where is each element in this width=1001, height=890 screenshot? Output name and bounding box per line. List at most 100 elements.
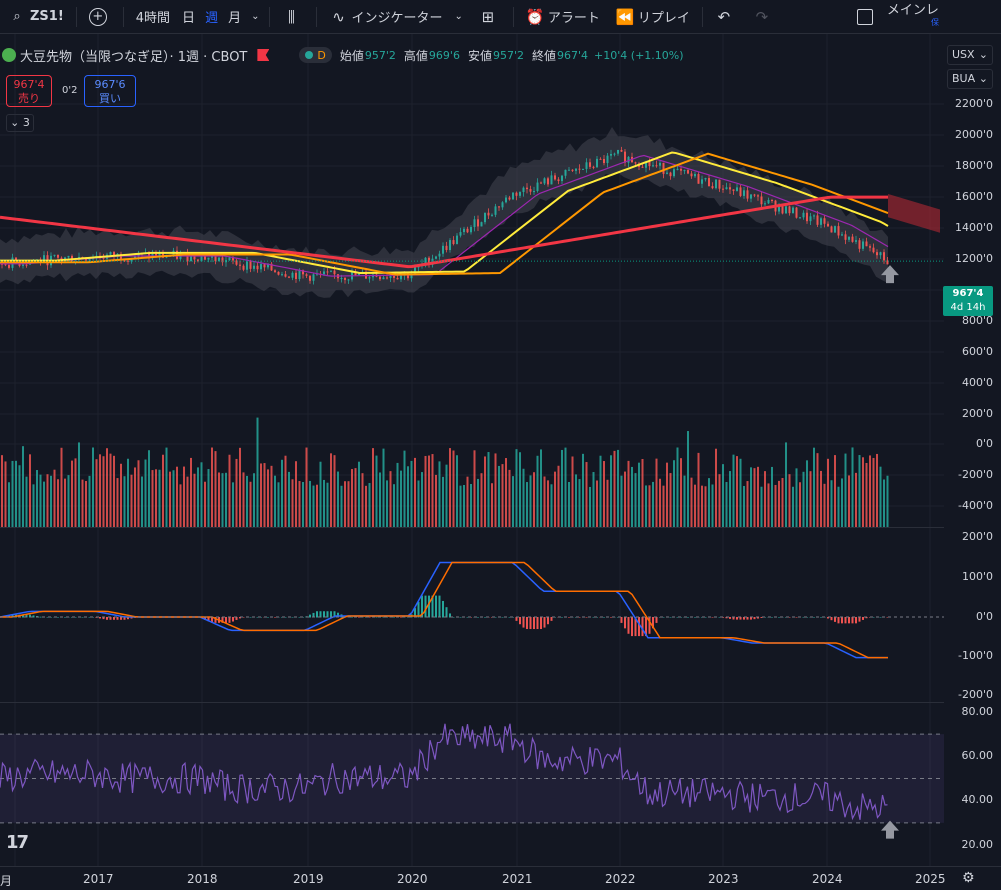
interval-week[interactable]: 週 xyxy=(205,11,219,26)
macd-histogram-bar xyxy=(25,614,28,618)
pane-divider-volume[interactable] xyxy=(0,527,944,528)
price-candle xyxy=(585,162,588,169)
chart-canvas[interactable] xyxy=(0,34,944,866)
volume-bar xyxy=(739,458,742,527)
price-candle xyxy=(809,216,812,222)
symbol-search[interactable]: ⌕ ZS1! xyxy=(0,0,72,34)
price-candle xyxy=(186,252,189,262)
compare-button[interactable]: + xyxy=(81,0,119,34)
volume-bar xyxy=(218,472,220,527)
market-status-pill[interactable]: D xyxy=(299,47,332,63)
price-candle xyxy=(820,218,822,225)
volume-bar xyxy=(879,466,882,527)
interval-4h[interactable]: 4時間 xyxy=(135,11,171,26)
gear-icon[interactable]: ⚙ xyxy=(962,870,975,886)
macd-histogram-bar xyxy=(298,617,301,618)
volume-bar xyxy=(844,453,847,527)
volume-bar xyxy=(578,479,581,527)
price-candle xyxy=(767,199,770,204)
price-candle xyxy=(393,275,395,278)
price-candle xyxy=(260,264,262,270)
price-candle xyxy=(683,170,686,172)
volume-bar xyxy=(302,482,304,527)
volume-bar xyxy=(743,485,745,527)
toolbar-divider xyxy=(512,6,514,27)
price-candle xyxy=(578,168,581,170)
flag-icon[interactable] xyxy=(257,49,270,61)
volume-bar xyxy=(50,475,52,527)
interval-dropdown[interactable]: ⌄ xyxy=(245,0,265,34)
tradingview-logo-icon[interactable]: 17 xyxy=(6,832,29,853)
indicator-collapse-button[interactable]: ⌄ 3 xyxy=(6,114,34,132)
interval-day[interactable]: 日 xyxy=(182,11,196,26)
volume-bar xyxy=(267,469,269,527)
price-candle xyxy=(218,257,220,262)
volume-bar xyxy=(690,477,693,527)
macd-histogram-bar xyxy=(484,617,486,618)
rsi-tick-label: 20.00 xyxy=(961,838,994,851)
currency-selector[interactable]: USX ⌄ xyxy=(947,45,993,65)
price-candle xyxy=(795,207,798,218)
volume-bar xyxy=(85,481,87,527)
volume-bar xyxy=(862,457,864,527)
interval-month[interactable]: 月 xyxy=(228,11,242,26)
templates-button[interactable]: ⊞ xyxy=(471,0,509,34)
macd-histogram-bar xyxy=(533,617,535,630)
alert-button[interactable]: ⏰ アラート xyxy=(518,0,608,34)
pane-divider-macd[interactable] xyxy=(0,702,944,703)
volume-bar xyxy=(631,466,633,527)
price-candle xyxy=(704,178,707,180)
undo-button[interactable]: ↶ xyxy=(707,0,745,34)
volume-bar xyxy=(281,459,283,527)
price-candle xyxy=(512,192,514,200)
volume-bar xyxy=(29,454,31,527)
macd-histogram-bar xyxy=(676,617,679,618)
price-candle xyxy=(624,151,626,163)
volume-bar xyxy=(526,482,528,527)
last-price: 967'4 xyxy=(952,288,984,299)
macd-histogram-bar xyxy=(501,617,504,618)
macd-histogram-bar xyxy=(522,617,525,628)
legend-title[interactable]: 大豆先物（当限つなぎ足）· 1週 · CBOT xyxy=(20,49,248,65)
indicators-button[interactable]: ∿ インジケーター ⌄ xyxy=(321,0,470,34)
price-candle xyxy=(57,254,59,258)
price-candle xyxy=(634,162,637,164)
macd-histogram-bar xyxy=(795,617,798,618)
volume-bar xyxy=(550,484,553,527)
volume-bar xyxy=(715,448,717,527)
price-candle xyxy=(837,226,840,236)
price-candle xyxy=(414,267,416,275)
volume-bar xyxy=(8,482,10,527)
volume-bar xyxy=(291,479,294,527)
volume-bar xyxy=(354,468,357,527)
buy-button[interactable]: 967'6 買い xyxy=(84,75,136,107)
volume-bar xyxy=(610,455,612,527)
chart-type-button[interactable]: ⫼ xyxy=(274,0,312,34)
macd-histogram-bar xyxy=(585,617,588,618)
volume-bar xyxy=(172,470,175,527)
volume-bar xyxy=(379,472,381,527)
layout-button[interactable]: メインレ 保 xyxy=(849,0,947,34)
volume-bar xyxy=(760,486,763,527)
unit-selector[interactable]: BUA ⌄ xyxy=(947,69,993,89)
price-candle xyxy=(165,256,168,258)
volume-bar xyxy=(589,486,591,527)
volume-bar xyxy=(788,474,791,527)
redo-button[interactable]: ↷ xyxy=(745,0,783,34)
time-axis[interactable]: 月 2017 2018 2019 2020 2021 2022 2023 2024 2025 xyxy=(0,866,1001,890)
macd-histogram-bar xyxy=(841,617,843,624)
sell-price: 967'4 xyxy=(13,78,45,91)
sell-button[interactable]: 967'4 売り xyxy=(6,75,52,107)
unit-label: BUA xyxy=(952,72,976,85)
price-candle xyxy=(323,271,325,275)
volume-bar xyxy=(435,474,437,527)
volume-bar xyxy=(186,476,189,527)
macd-histogram-bar xyxy=(652,617,654,629)
price-candle xyxy=(792,207,794,214)
volume-bar xyxy=(459,485,462,527)
price-tick-label: 1600'0 xyxy=(954,190,993,203)
volume-bar xyxy=(536,455,539,527)
volume-bar xyxy=(606,479,609,527)
macd-histogram-bar xyxy=(736,617,738,620)
replay-button[interactable]: ⏪ リプレイ xyxy=(608,0,698,34)
